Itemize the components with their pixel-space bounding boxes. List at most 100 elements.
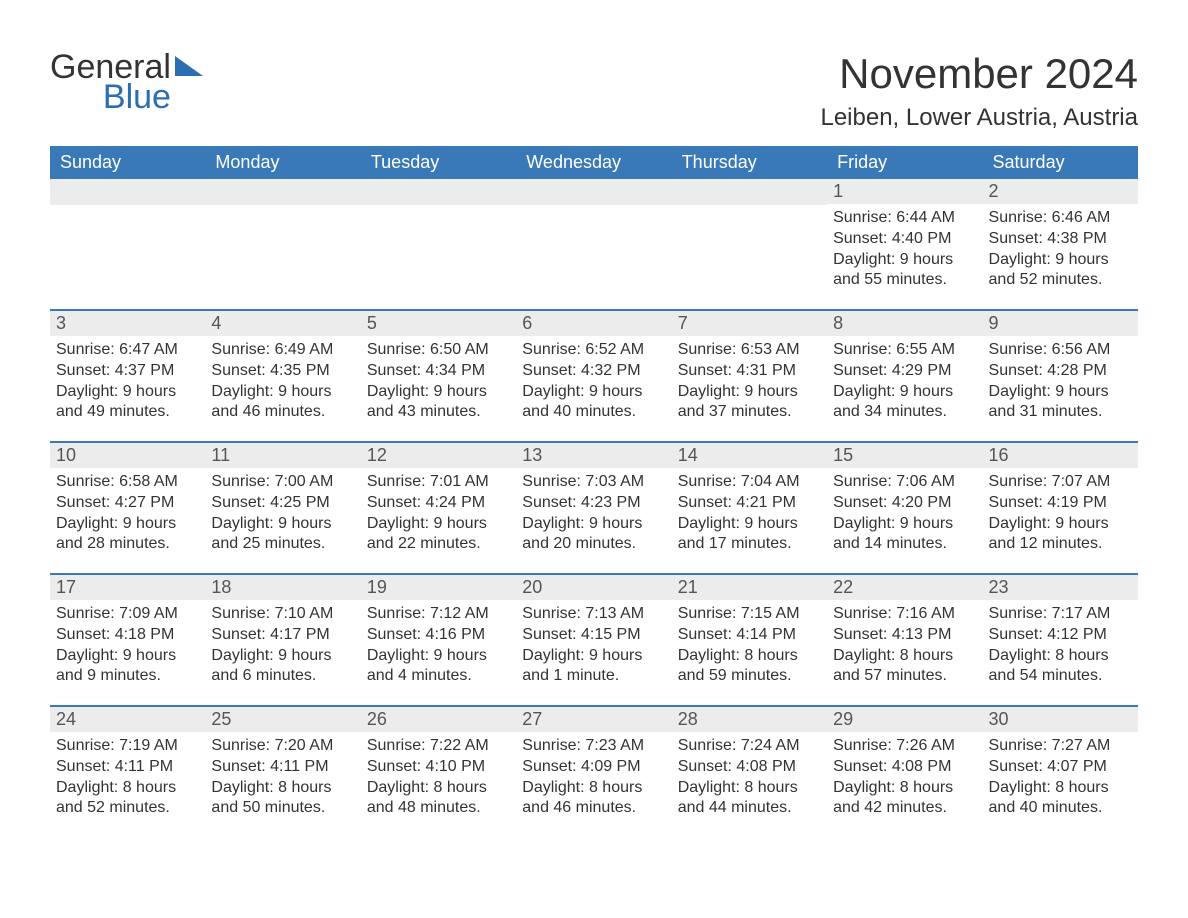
day-number: 10 [50, 443, 205, 468]
day-header: Tuesday [361, 146, 516, 179]
sunset-text: Sunset: 4:31 PM [678, 361, 821, 382]
sunrise-text: Sunrise: 7:22 AM [367, 736, 510, 757]
sunset-text: Sunset: 4:25 PM [211, 493, 354, 514]
day-cell: 11Sunrise: 7:00 AMSunset: 4:25 PMDayligh… [205, 443, 360, 563]
daylight-text: Daylight: 9 hours and 49 minutes. [56, 382, 199, 424]
day-cell: 12Sunrise: 7:01 AMSunset: 4:24 PMDayligh… [361, 443, 516, 563]
day-number: 17 [50, 575, 205, 600]
daylight-text: Daylight: 9 hours and 37 minutes. [678, 382, 821, 424]
sunrise-text: Sunrise: 7:12 AM [367, 604, 510, 625]
sunrise-text: Sunrise: 6:46 AM [989, 208, 1132, 229]
sunset-text: Sunset: 4:19 PM [989, 493, 1132, 514]
header: General Blue November 2024 Leiben, Lower… [50, 50, 1138, 132]
week-row: 24Sunrise: 7:19 AMSunset: 4:11 PMDayligh… [50, 705, 1138, 827]
sunrise-text: Sunrise: 7:24 AM [678, 736, 821, 757]
sunset-text: Sunset: 4:29 PM [833, 361, 976, 382]
day-number: 7 [672, 311, 827, 336]
day-number: 21 [672, 575, 827, 600]
sunset-text: Sunset: 4:16 PM [367, 625, 510, 646]
day-cell: 18 Sunrise: 7:10 AMSunset: 4:17 PMDayligh… [205, 575, 360, 695]
daylight-text: Daylight: 9 hours and 34 minutes. [833, 382, 976, 424]
daylight-text: Daylight: 9 hours and 52 minutes. [989, 250, 1132, 292]
daylight-text: Daylight: 9 hours and 25 minutes. [211, 514, 354, 556]
week-row: 17Sunrise: 7:09 AMSunset: 4:18 PMDayligh… [50, 573, 1138, 695]
day-number: 8 [827, 311, 982, 336]
day-header: Wednesday [516, 146, 671, 179]
day-number: 14 [672, 443, 827, 468]
week-row: 3Sunrise: 6:47 AMSunset: 4:37 PMDaylight… [50, 309, 1138, 431]
day-cell: 5Sunrise: 6:50 AMSunset: 4:34 PMDaylight… [361, 311, 516, 431]
day-header: Sunday [50, 146, 205, 179]
daylight-text: Daylight: 9 hours and 9 minutes. [56, 646, 199, 688]
day-cell: 2Sunrise: 6:46 AMSunset: 4:38 PMDaylight… [983, 179, 1138, 299]
sunrise-text: Sunrise: 6:52 AM [522, 340, 665, 361]
day-number: 27 [516, 707, 671, 732]
sunrise-text: Sunrise: 7:20 AM [211, 736, 354, 757]
day-header: Saturday [983, 146, 1138, 179]
daylight-text: Daylight: 9 hours and 12 minutes. [989, 514, 1132, 556]
sunset-text: Sunset: 4:37 PM [56, 361, 199, 382]
sunset-text: Sunset: 4:23 PM [522, 493, 665, 514]
empty-day [672, 179, 827, 205]
day-cell: 3Sunrise: 6:47 AMSunset: 4:37 PMDaylight… [50, 311, 205, 431]
daylight-text: Daylight: 9 hours and 43 minutes. [367, 382, 510, 424]
day-cell: 28Sunrise: 7:24 AMSunset: 4:08 PMDayligh… [672, 707, 827, 827]
day-cell: 17Sunrise: 7:09 AMSunset: 4:18 PMDayligh… [50, 575, 205, 695]
sunset-text: Sunset: 4:11 PM [211, 757, 354, 778]
day-number: 28 [672, 707, 827, 732]
day-number: 11 [205, 443, 360, 468]
daylight-text: Daylight: 9 hours and 4 minutes. [367, 646, 510, 688]
daylight-text: Daylight: 9 hours and 14 minutes. [833, 514, 976, 556]
daylight-text: Daylight: 8 hours and 50 minutes. [211, 778, 354, 820]
daylight-text: Daylight: 8 hours and 46 minutes. [522, 778, 665, 820]
daylight-text: Daylight: 9 hours and 20 minutes. [522, 514, 665, 556]
sunrise-text: Sunrise: 7:06 AM [833, 472, 976, 493]
sunrise-text: Sunrise: 6:44 AM [833, 208, 976, 229]
sunrise-text: Sunrise: 6:47 AM [56, 340, 199, 361]
day-number: 29 [827, 707, 982, 732]
week-row: 10Sunrise: 6:58 AMSunset: 4:27 PMDayligh… [50, 441, 1138, 563]
sunrise-text: Sunrise: 6:53 AM [678, 340, 821, 361]
daylight-text: Daylight: 8 hours and 40 minutes. [989, 778, 1132, 820]
day-cell: 14Sunrise: 7:04 AMSunset: 4:21 PMDayligh… [672, 443, 827, 563]
sunset-text: Sunset: 4:14 PM [678, 625, 821, 646]
sunset-text: Sunset: 4:27 PM [56, 493, 199, 514]
location: Leiben, Lower Austria, Austria [820, 104, 1138, 132]
day-number: 23 [983, 575, 1138, 600]
sunset-text: Sunset: 4:11 PM [56, 757, 199, 778]
week-row: 1Sunrise: 6:44 AMSunset: 4:40 PMDaylight… [50, 179, 1138, 299]
sunset-text: Sunset: 4:13 PM [833, 625, 976, 646]
sunrise-text: Sunrise: 7:09 AM [56, 604, 199, 625]
daylight-text: Daylight: 8 hours and 59 minutes. [678, 646, 821, 688]
day-number: 2 [983, 179, 1138, 204]
day-cell: 13Sunrise: 7:03 AMSunset: 4:23 PMDayligh… [516, 443, 671, 563]
day-number: 6 [516, 311, 671, 336]
sunrise-text: Sunrise: 7:17 AM [989, 604, 1132, 625]
day-number: 18 [205, 575, 360, 600]
logo-text: General Blue [50, 50, 171, 114]
daylight-text: Daylight: 8 hours and 57 minutes. [833, 646, 976, 688]
day-cell [361, 179, 516, 299]
sunrise-text: Sunrise: 7:10 AM [211, 604, 354, 625]
empty-day [50, 179, 205, 205]
sunrise-text: Sunrise: 7:26 AM [833, 736, 976, 757]
day-cell: 15Sunrise: 7:06 AMSunset: 4:20 PMDayligh… [827, 443, 982, 563]
day-number: 19 [361, 575, 516, 600]
sunset-text: Sunset: 4:17 PM [211, 625, 354, 646]
sunset-text: Sunset: 4:20 PM [833, 493, 976, 514]
sunset-text: Sunset: 4:08 PM [678, 757, 821, 778]
day-number: 20 [516, 575, 671, 600]
daylight-text: Daylight: 9 hours and 31 minutes. [989, 382, 1132, 424]
daylight-text: Daylight: 8 hours and 52 minutes. [56, 778, 199, 820]
sunrise-text: Sunrise: 7:01 AM [367, 472, 510, 493]
daylight-text: Daylight: 9 hours and 46 minutes. [211, 382, 354, 424]
month-title: November 2024 [820, 50, 1138, 98]
daylight-text: Daylight: 9 hours and 6 minutes. [211, 646, 354, 688]
day-number: 1 [827, 179, 982, 204]
day-cell: 25Sunrise: 7:20 AMSunset: 4:11 PMDayligh… [205, 707, 360, 827]
sunset-text: Sunset: 4:34 PM [367, 361, 510, 382]
sunrise-text: Sunrise: 7:19 AM [56, 736, 199, 757]
day-cell: 1Sunrise: 6:44 AMSunset: 4:40 PMDaylight… [827, 179, 982, 299]
sunset-text: Sunset: 4:15 PM [522, 625, 665, 646]
sunrise-text: Sunrise: 6:55 AM [833, 340, 976, 361]
